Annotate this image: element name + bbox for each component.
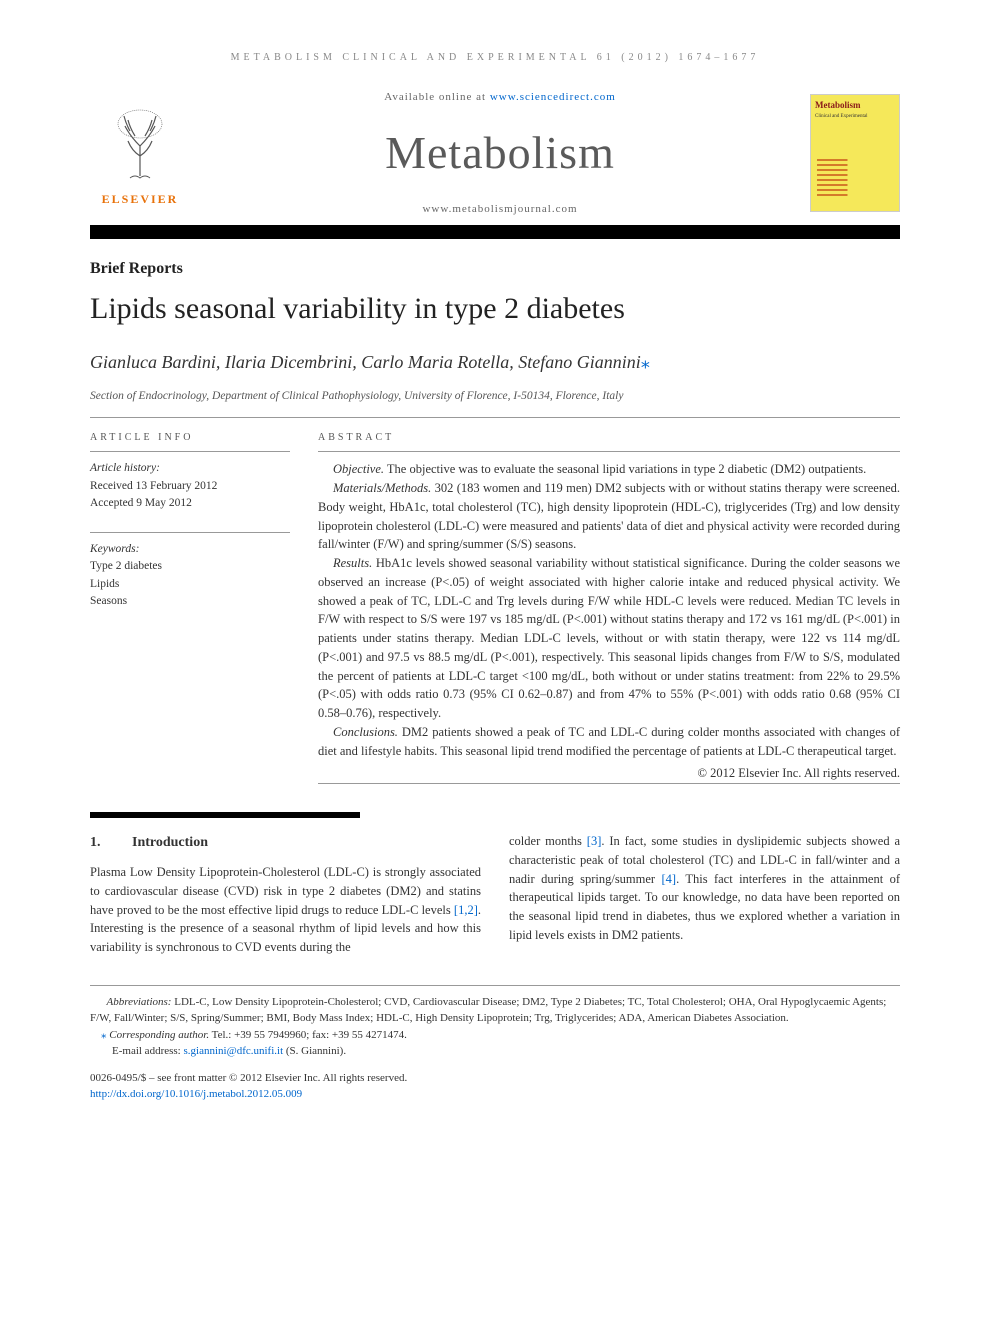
corresponding-author: ⁎ Corresponding author. Tel.: +39 55 794… <box>90 1027 900 1044</box>
abstract-copyright: © 2012 Elsevier Inc. All rights reserved… <box>318 764 900 783</box>
abstract-heading: ABSTRACT <box>318 430 900 445</box>
meta-abstract-row: ARTICLE INFO Article history: Received 1… <box>90 430 900 792</box>
running-head: METABOLISM CLINICAL AND EXPERIMENTAL 61 … <box>90 50 900 65</box>
masthead-center: Available online at www.sciencedirect.co… <box>190 89 810 217</box>
abstract-results: Results. HbA1c levels showed seasonal va… <box>318 554 900 723</box>
ref-link-1-2[interactable]: [1,2] <box>454 903 478 917</box>
journal-cover-thumb: Metabolism Clinical and Experimental <box>810 94 900 212</box>
intro-para-left: Plasma Low Density Lipoprotein-Cholester… <box>90 863 481 957</box>
objective-label: Objective. <box>333 462 384 476</box>
article-history: Article history: Received 13 February 20… <box>90 460 290 512</box>
article-info-heading: ARTICLE INFO <box>90 430 290 445</box>
author-list: Gianluca Bardini, Ilaria Dicembrini, Car… <box>90 352 641 372</box>
email-label: E-mail address: <box>112 1045 183 1057</box>
results-text: HbA1c levels showed seasonal variability… <box>318 556 900 720</box>
abstract-objective: Objective. The objective was to evaluate… <box>318 460 900 479</box>
elsevier-tree-icon <box>100 106 180 186</box>
section-divider-bar <box>90 812 360 818</box>
abbrev-label: Abbreviations: <box>107 996 172 1008</box>
conclusions-text: DM2 patients showed a peak of TC and LDL… <box>318 725 900 758</box>
abbrev-text: LDL-C, Low Density Lipoprotein-Cholester… <box>90 996 886 1025</box>
available-prefix: Available online at <box>384 91 490 103</box>
intro-text: colder months <box>509 834 587 848</box>
cover-decorative-lines <box>817 159 893 199</box>
cover-subtitle: Clinical and Experimental <box>815 113 895 121</box>
divider <box>90 417 900 418</box>
abbreviations: Abbreviations: LDL-C, Low Density Lipopr… <box>90 994 900 1027</box>
available-online: Available online at www.sciencedirect.co… <box>200 89 800 106</box>
affiliation: Section of Endocrinology, Department of … <box>90 388 900 405</box>
body-col-right: colder months [3]. In fact, some studies… <box>509 832 900 957</box>
authors: Gianluca Bardini, Ilaria Dicembrini, Car… <box>90 349 900 376</box>
masthead: ELSEVIER Available online at www.science… <box>90 89 900 217</box>
page: METABOLISM CLINICAL AND EXPERIMENTAL 61 … <box>0 0 990 1143</box>
intro-text: Plasma Low Density Lipoprotein-Cholester… <box>90 865 481 917</box>
received-date: Received 13 February 2012 <box>90 478 290 495</box>
doi-link[interactable]: http://dx.doi.org/10.1016/j.metabol.2012… <box>90 1088 302 1100</box>
results-label: Results. <box>333 556 372 570</box>
email-after: (S. Giannini). <box>283 1045 346 1057</box>
footnotes: Abbreviations: LDL-C, Low Density Lipopr… <box>90 985 900 1103</box>
corresponding-mark: ⁎ <box>641 352 650 372</box>
conclusions-label: Conclusions. <box>333 725 398 739</box>
section-label: Brief Reports <box>90 257 900 281</box>
email-line: E-mail address: s.giannini@dfc.unifi.it … <box>90 1043 900 1060</box>
accepted-date: Accepted 9 May 2012 <box>90 495 290 512</box>
journal-url: www.metabolismjournal.com <box>200 201 800 218</box>
body-col-left: 1.Introduction Plasma Low Density Lipopr… <box>90 832 481 957</box>
doi-block: 0026-0495/$ – see front matter © 2012 El… <box>90 1070 900 1103</box>
ref-link-4[interactable]: [4] <box>661 872 676 886</box>
ref-link-3[interactable]: [3] <box>587 834 602 848</box>
journal-logo: Metabolism <box>200 118 800 187</box>
article-info-col: ARTICLE INFO Article history: Received 1… <box>90 430 290 792</box>
body-columns: 1.Introduction Plasma Low Density Lipopr… <box>90 832 900 957</box>
email-link[interactable]: s.giannini@dfc.unifi.it <box>183 1045 283 1057</box>
corr-text: Tel.: +39 55 7949960; fax: +39 55 427147… <box>209 1029 407 1041</box>
keywords-label: Keywords: <box>90 541 290 558</box>
issn-line: 0026-0495/$ – see front matter © 2012 El… <box>90 1070 900 1087</box>
section-number: 1. <box>90 832 132 853</box>
elsevier-logo: ELSEVIER <box>90 98 190 208</box>
elsevier-wordmark: ELSEVIER <box>102 190 179 208</box>
abstract-methods: Materials/Methods. 302 (183 women and 11… <box>318 479 900 554</box>
keywords-block: Keywords: Type 2 diabetes Lipids Seasons <box>90 541 290 610</box>
sciencedirect-link[interactable]: www.sciencedirect.com <box>490 91 616 103</box>
objective-text: The objective was to evaluate the season… <box>384 462 866 476</box>
cover-title: Metabolism <box>815 99 895 113</box>
abstract-conclusions: Conclusions. DM2 patients showed a peak … <box>318 723 900 761</box>
abstract-col: ABSTRACT Objective. The objective was to… <box>318 430 900 792</box>
article-title: Lipids seasonal variability in type 2 di… <box>90 291 900 327</box>
keyword: Seasons <box>90 593 290 610</box>
corr-label: Corresponding author. <box>107 1029 210 1041</box>
divider-bar <box>90 225 900 239</box>
section-title: Introduction <box>132 835 208 850</box>
intro-heading: 1.Introduction <box>90 832 481 853</box>
keyword: Type 2 diabetes <box>90 558 290 575</box>
history-label: Article history: <box>90 460 290 477</box>
keyword: Lipids <box>90 576 290 593</box>
intro-para-right: colder months [3]. In fact, some studies… <box>509 832 900 945</box>
methods-label: Materials/Methods. <box>333 481 431 495</box>
